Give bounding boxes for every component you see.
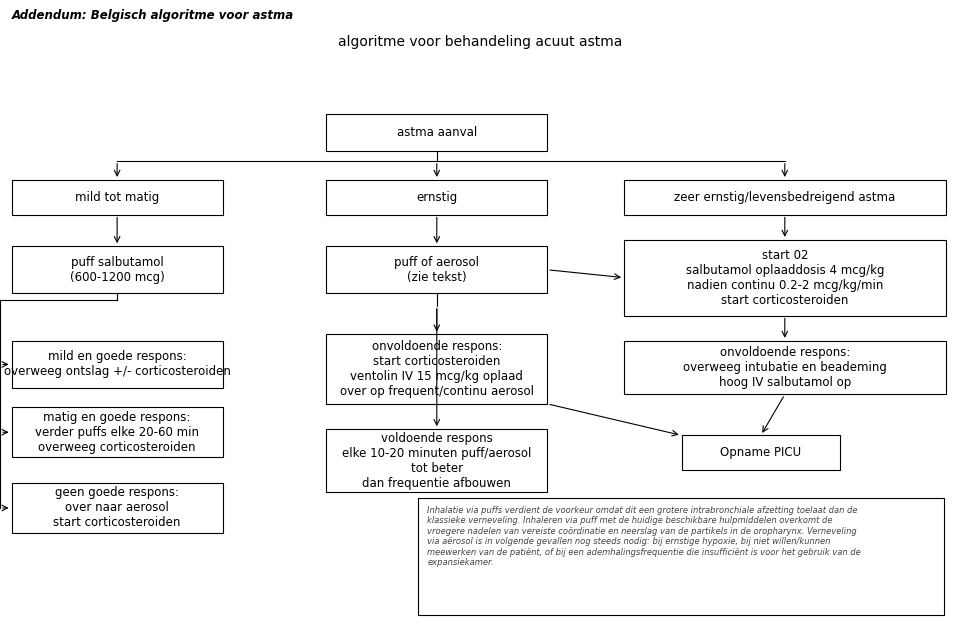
Text: voldoende respons
elke 10-20 minuten puff/aerosol
tot beter
dan frequentie afbou: voldoende respons elke 10-20 minuten puf… (342, 432, 532, 490)
FancyBboxPatch shape (624, 240, 946, 316)
FancyBboxPatch shape (12, 483, 223, 533)
Text: onvoldoende respons:
overweeg intubatie en beademing
hoog IV salbutamol op: onvoldoende respons: overweeg intubatie … (683, 346, 887, 389)
FancyBboxPatch shape (12, 180, 223, 215)
FancyBboxPatch shape (624, 180, 946, 215)
Text: onvoldoende respons:
start corticosteroiden
ventolin IV 15 mcg/kg oplaad
over op: onvoldoende respons: start corticosteroi… (340, 340, 534, 398)
Text: Inhalatie via puffs verdient de voorkeur omdat dit een grotere intrabronchiale a: Inhalatie via puffs verdient de voorkeur… (427, 506, 861, 567)
Text: puff of aerosol
(zie tekst): puff of aerosol (zie tekst) (395, 256, 479, 284)
FancyBboxPatch shape (326, 114, 547, 151)
FancyBboxPatch shape (326, 334, 547, 404)
Text: astma aanval: astma aanval (396, 126, 477, 139)
Text: start 02
salbutamol oplaaddosis 4 mcg/kg
nadien continu 0.2-2 mcg/kg/min
start c: start 02 salbutamol oplaaddosis 4 mcg/kg… (685, 249, 884, 307)
FancyBboxPatch shape (12, 246, 223, 293)
Text: zeer ernstig/levensbedreigend astma: zeer ernstig/levensbedreigend astma (674, 191, 896, 204)
FancyBboxPatch shape (326, 246, 547, 293)
FancyBboxPatch shape (12, 407, 223, 457)
Text: Opname PICU: Opname PICU (720, 446, 802, 459)
Text: matig en goede respons:
verder puffs elke 20-60 min
overweeg corticosteroiden: matig en goede respons: verder puffs elk… (36, 411, 199, 454)
FancyBboxPatch shape (682, 435, 840, 470)
Text: ernstig: ernstig (417, 191, 457, 204)
FancyBboxPatch shape (624, 341, 946, 394)
FancyBboxPatch shape (418, 498, 944, 615)
Text: mild en goede respons:
overweeg ontslag +/- corticosteroiden: mild en goede respons: overweeg ontslag … (4, 350, 230, 379)
Text: Addendum: Belgisch algoritme voor astma: Addendum: Belgisch algoritme voor astma (12, 9, 294, 23)
FancyBboxPatch shape (326, 180, 547, 215)
Text: puff salbutamol
(600-1200 mcg): puff salbutamol (600-1200 mcg) (70, 256, 164, 284)
Text: geen goede respons:
over naar aerosol
start corticosteroiden: geen goede respons: over naar aerosol st… (54, 487, 180, 529)
Text: algoritme voor behandeling acuut astma: algoritme voor behandeling acuut astma (338, 35, 622, 49)
FancyBboxPatch shape (326, 429, 547, 492)
FancyBboxPatch shape (12, 341, 223, 388)
Text: mild tot matig: mild tot matig (75, 191, 159, 204)
